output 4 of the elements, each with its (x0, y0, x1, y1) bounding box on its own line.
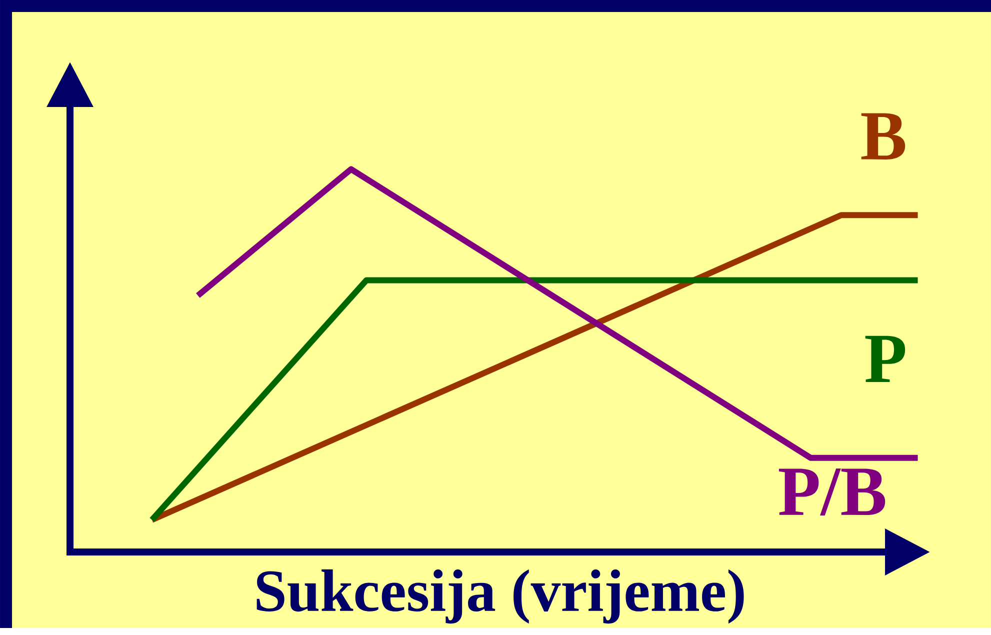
x-axis-title: Sukcesija (vrijeme) (256, 569, 744, 624)
series-label: B (861, 113, 906, 160)
series-label: P (865, 336, 906, 382)
series-label: P/B (778, 468, 886, 516)
